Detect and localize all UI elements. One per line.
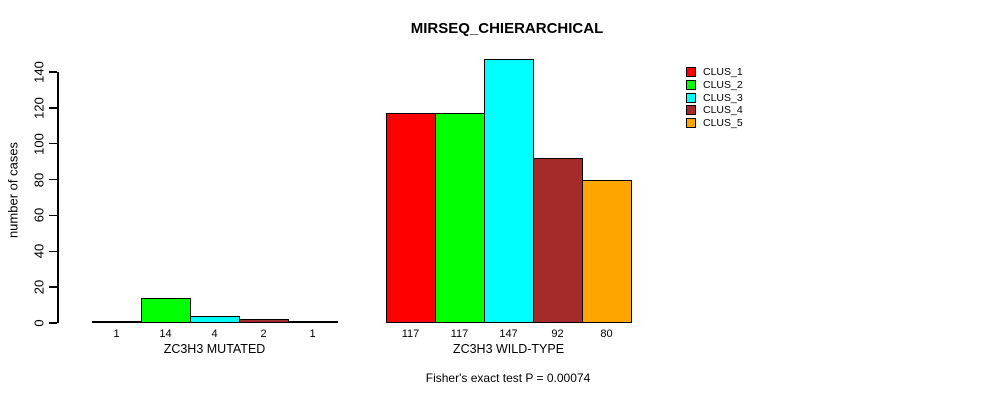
y-tick-label: 40 bbox=[31, 244, 47, 259]
y-tick-label: 60 bbox=[31, 208, 47, 223]
bar-value-label: 1 bbox=[309, 328, 316, 340]
legend-label: CLUS_1 bbox=[703, 66, 743, 79]
chart-title: MIRSEQ_CHIERARCHICAL bbox=[410, 20, 604, 37]
legend-label: CLUS_2 bbox=[703, 79, 743, 92]
y-axis-line bbox=[57, 72, 59, 323]
bar-clus_2-mutated bbox=[141, 298, 191, 323]
y-tick-mark bbox=[49, 214, 57, 217]
legend: CLUS_1 CLUS_2 CLUS_3 CLUS_4 CLUS_5 bbox=[686, 66, 743, 129]
legend-swatch-icon bbox=[686, 105, 696, 116]
legend-label: CLUS_4 bbox=[703, 104, 743, 117]
legend-swatch-icon bbox=[686, 118, 696, 129]
legend-item-clus_2: CLUS_2 bbox=[686, 79, 743, 92]
legend-item-clus_5: CLUS_5 bbox=[686, 117, 743, 130]
bar-clus_5-wild-type bbox=[582, 180, 632, 323]
bar-value-label: 117 bbox=[401, 328, 420, 340]
y-tick-mark bbox=[49, 71, 57, 73]
legend-swatch-icon bbox=[686, 92, 696, 103]
y-tick-mark bbox=[49, 107, 57, 109]
group-label-mutated: ZC3H3 MUTATED bbox=[163, 342, 266, 356]
bar-clus_5-mutated bbox=[288, 321, 338, 323]
bar-clus_1-mutated bbox=[92, 321, 142, 323]
bar-value-label: 1 bbox=[113, 328, 120, 340]
bar-value-label: 147 bbox=[499, 328, 518, 340]
bar-value-label: 4 bbox=[211, 328, 218, 340]
y-axis-title: number of cases bbox=[5, 141, 21, 239]
legend-swatch-icon bbox=[686, 80, 696, 91]
legend-item-clus_1: CLUS_1 bbox=[686, 66, 743, 79]
bar-clus_2-wild-type bbox=[435, 113, 485, 323]
y-tick-mark bbox=[49, 178, 57, 181]
legend-item-clus_3: CLUS_3 bbox=[686, 91, 743, 104]
bar-value-label: 2 bbox=[260, 328, 267, 340]
y-tick-label: 80 bbox=[31, 172, 47, 187]
bar-value-label: 14 bbox=[159, 328, 172, 340]
y-tick-label: 100 bbox=[31, 132, 47, 155]
y-tick-mark bbox=[49, 142, 57, 145]
y-tick-label: 20 bbox=[31, 279, 47, 295]
bar-clus_4-wild-type bbox=[533, 158, 583, 323]
legend-item-clus_4: CLUS_4 bbox=[686, 104, 743, 117]
y-tick-label: 120 bbox=[31, 96, 47, 119]
bar-clus_4-mutated bbox=[239, 319, 289, 323]
bar-clus_3-wild-type bbox=[484, 59, 534, 323]
y-tick-label: 0 bbox=[31, 319, 47, 327]
y-tick-mark bbox=[49, 322, 57, 324]
legend-swatch-icon bbox=[686, 67, 696, 78]
bar-value-label: 117 bbox=[450, 328, 469, 340]
bar-value-label: 92 bbox=[551, 328, 564, 340]
legend-label: CLUS_3 bbox=[703, 91, 743, 104]
y-tick-mark bbox=[49, 286, 57, 288]
legend-label: CLUS_5 bbox=[703, 117, 743, 130]
bar-clus_1-wild-type bbox=[386, 113, 436, 323]
bar-value-label: 80 bbox=[600, 328, 613, 340]
bar-clus_3-mutated bbox=[190, 316, 240, 323]
y-tick-mark bbox=[49, 250, 57, 253]
fisher-test-annotation: Fisher's exact test P = 0.00074 bbox=[425, 371, 591, 385]
group-label-wild-type: ZC3H3 WILD-TYPE bbox=[452, 342, 565, 356]
y-tick-label: 140 bbox=[31, 61, 47, 83]
